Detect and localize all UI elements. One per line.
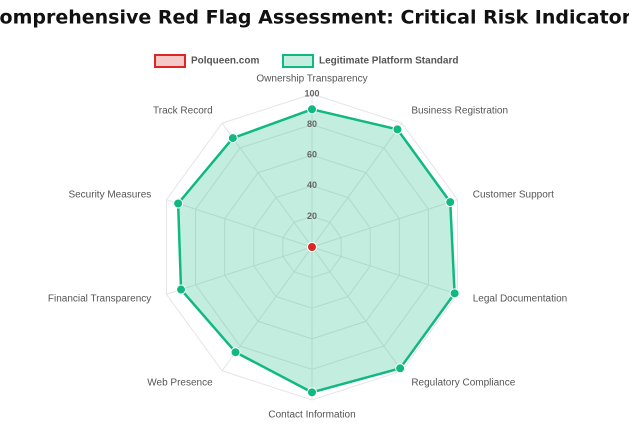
grid-spoke [166,246,313,295]
r-tick-label: 40 [307,180,317,190]
category-label: Legal Documentation [473,294,568,305]
data-point [395,363,406,374]
grid-spoke [221,122,313,248]
data-point [445,197,456,208]
grid-spoke [311,246,403,372]
legend-swatch [282,54,314,68]
legend-label: Polqueen.com [191,56,259,67]
category-label: Contact Information [268,410,355,421]
category-label: Business Registration [411,106,508,117]
data-point [176,284,187,295]
data-point [449,288,460,299]
grid-spoke [166,199,313,248]
data-point [230,347,241,358]
category-label: Financial Transparency [48,294,151,305]
r-tick-label: 60 [307,150,317,160]
category-label: Security Measures [68,190,151,201]
data-point [392,124,403,135]
legend-swatch [154,54,186,68]
category-label: Track Record [153,106,213,117]
data-point [173,198,184,209]
data-point [227,133,238,144]
grid-spoke [311,246,458,295]
data-point [307,387,317,398]
r-tick-label: 80 [307,119,317,129]
data-point [307,242,317,252]
category-label: Web Presence [147,378,213,389]
legend-label: Legitimate Platform Standard [319,56,458,67]
r-tick-label: 20 [307,211,317,221]
category-label: Customer Support [473,190,554,201]
chart-title: Comprehensive Red Flag Assessment: Criti… [0,7,629,29]
category-label: Ownership Transparency [256,74,367,85]
data-point [307,104,317,115]
category-label: Regulatory Compliance [411,378,515,389]
r-tick-label: 100 [304,88,319,98]
grid-spoke [311,122,403,248]
grid-spoke [311,199,458,248]
